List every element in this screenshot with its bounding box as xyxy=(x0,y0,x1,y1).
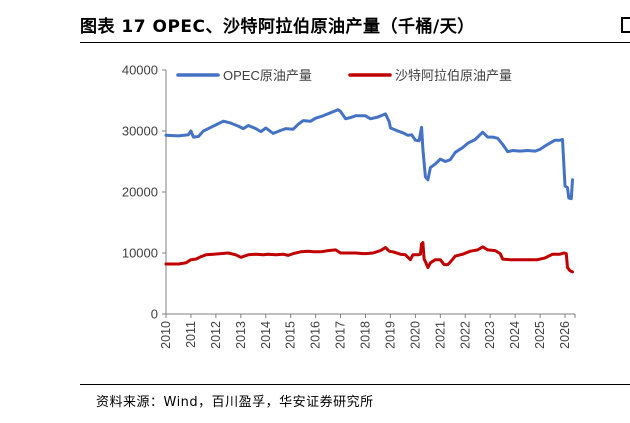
x-tick-label: 2010 xyxy=(159,321,173,349)
x-tick-label: 2018 xyxy=(359,321,373,349)
y-tick-label: 20000 xyxy=(122,185,158,200)
x-tick-label: 2014 xyxy=(259,321,273,349)
x-tick-label: 2020 xyxy=(408,321,422,349)
x-tick-label: 2016 xyxy=(309,321,323,349)
x-tick-label: 2017 xyxy=(334,321,348,349)
y-tick-label: 40000 xyxy=(122,63,158,78)
x-tick-label: 2023 xyxy=(483,321,497,349)
x-tick-label: 2025 xyxy=(533,321,547,349)
line-chart: 0 10000 20000 30000 40000 2010 2011 2012 2013 201… xyxy=(122,63,576,349)
y-tick-label: 10000 xyxy=(122,246,158,261)
x-tick-label: 2021 xyxy=(433,321,447,349)
series-line-opec xyxy=(164,108,574,201)
x-tick-label: 2022 xyxy=(458,321,472,349)
x-tick-label: 2019 xyxy=(383,321,397,349)
title-rule xyxy=(80,42,630,43)
figure-source: 资料来源：Wind，百川盈孚，华安证券研究所 xyxy=(96,395,374,410)
x-tick-label: 2015 xyxy=(284,321,298,349)
legend-label-opec: OPEC原油产量 xyxy=(223,68,312,83)
x-tick-label: 2011 xyxy=(184,321,198,348)
x-tick-label: 2013 xyxy=(234,321,248,349)
cropped-next-figure-title xyxy=(621,14,630,36)
legend-label-saudi: 沙特阿拉伯原油产量 xyxy=(395,68,512,83)
x-tick-label: 2024 xyxy=(508,321,522,349)
source-rule xyxy=(80,384,630,385)
x-tick-label: 2026 xyxy=(558,321,572,349)
figure-title: 图表 17 OPEC、沙特阿拉伯原油产量（千桶/天） xyxy=(80,17,475,37)
series-line-saudi xyxy=(164,241,574,274)
x-tick-label: 2012 xyxy=(209,321,223,349)
y-tick-label: 0 xyxy=(151,307,158,322)
y-tick-label: 30000 xyxy=(122,124,158,139)
